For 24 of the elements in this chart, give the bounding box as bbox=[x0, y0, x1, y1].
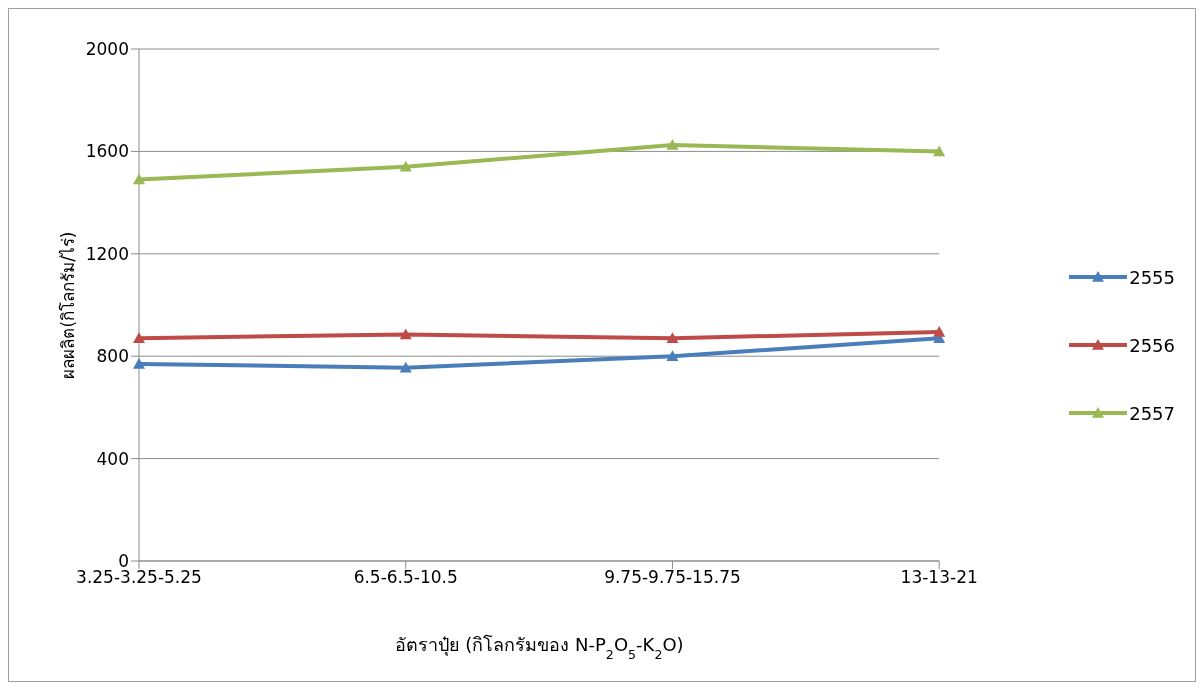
y-axis-title: ผลผลิต(กิโลกรัม/ไร่) bbox=[58, 231, 78, 379]
x-axis-title: อัตราปุ๋ย (กิโลกรัมของ N-P$_{2}$O$_{5}$-K$_{2}$O) bbox=[394, 634, 684, 662]
point bbox=[933, 325, 946, 337]
legend-label: 2556 bbox=[1129, 334, 1175, 356]
y-tick-label: 800 bbox=[96, 346, 129, 367]
y-tick-label: 400 bbox=[96, 448, 129, 469]
x-tick-label: 6.5-6.5-10.5 bbox=[353, 567, 458, 588]
point bbox=[399, 361, 412, 373]
x-tick-label: 9.75-9.75-15.75 bbox=[604, 567, 741, 588]
x-tick-label: 3.25-3.25-5.25 bbox=[76, 567, 202, 588]
point bbox=[133, 332, 145, 344]
y-tick-label: 1200 bbox=[85, 243, 129, 264]
legend-label: 2555 bbox=[1129, 266, 1175, 288]
point bbox=[666, 350, 679, 361]
x-tick-label: 13-13-21 bbox=[900, 567, 978, 588]
point bbox=[933, 145, 946, 157]
legend-label: 2557 bbox=[1129, 402, 1175, 424]
y-tick-label: 2000 bbox=[85, 39, 129, 60]
point bbox=[666, 332, 679, 344]
point bbox=[399, 328, 412, 340]
point bbox=[399, 160, 412, 172]
point bbox=[666, 139, 679, 150]
y-tick-label: 1600 bbox=[85, 141, 129, 162]
point bbox=[133, 173, 145, 185]
